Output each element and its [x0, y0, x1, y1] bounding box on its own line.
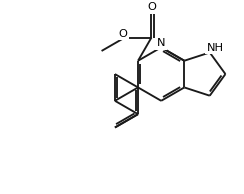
Text: NH: NH	[207, 42, 224, 53]
Text: O: O	[118, 29, 127, 39]
Text: O: O	[147, 2, 156, 12]
Text: N: N	[157, 38, 165, 48]
